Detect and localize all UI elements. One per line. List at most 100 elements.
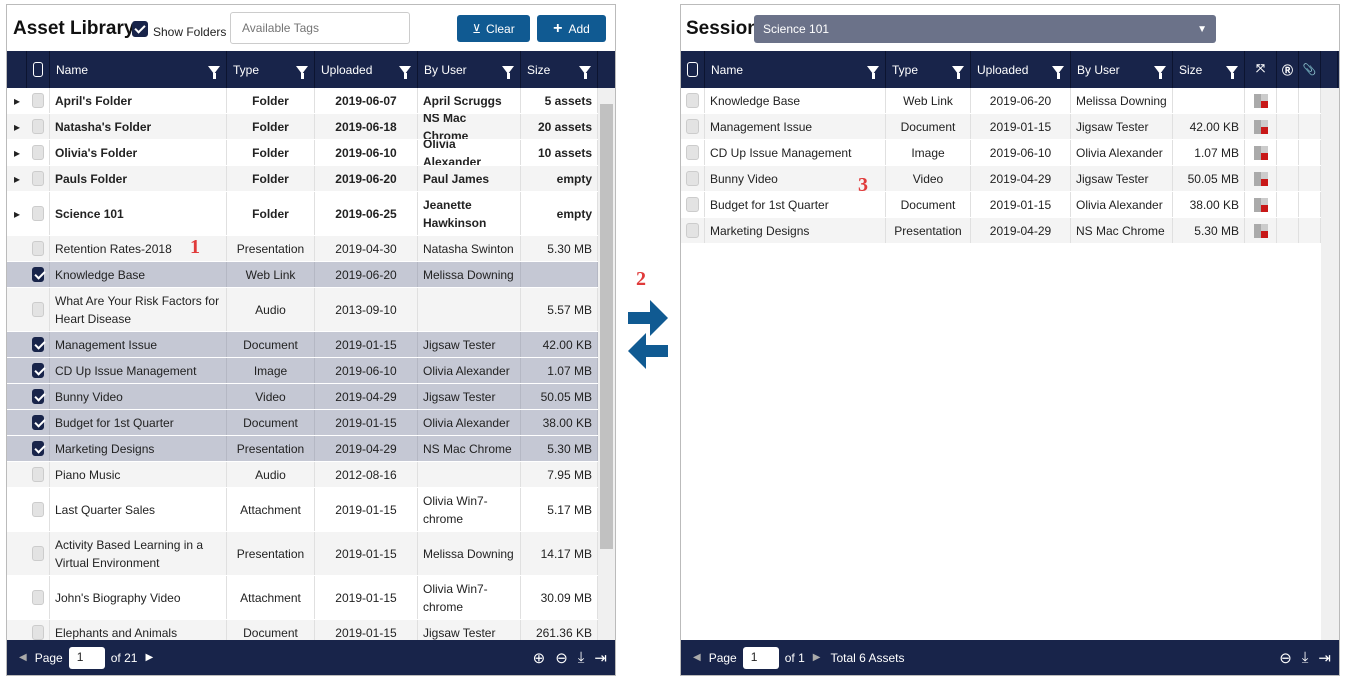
download-icon[interactable]: ⤓: [577, 649, 585, 666]
row-checkbox[interactable]: [686, 93, 699, 108]
row-checkbox[interactable]: [32, 119, 44, 134]
thumbnail-icon[interactable]: [1253, 223, 1268, 238]
asset-row[interactable]: John's Biography Video Attachment 2019-01-…: [7, 576, 598, 620]
column-header-size[interactable]: Size: [1173, 51, 1245, 88]
row-checkbox[interactable]: [32, 337, 44, 352]
column-header-name[interactable]: Name: [705, 51, 886, 88]
asset-row[interactable]: Management Issue Document 2019-01-15 Jigsaw…: [7, 332, 598, 358]
expand-arrow-icon[interactable]: ▸: [13, 171, 21, 186]
column-header-name[interactable]: Name: [50, 51, 227, 88]
session-row[interactable]: CD Up Issue Management Image 2019-06-10 Oli…: [681, 140, 1321, 166]
pad[interactable]: [1321, 51, 1338, 88]
folder-row[interactable]: ▸ Pauls Folder Folder 2019-06-20 Paul James e…: [7, 166, 598, 192]
row-checkbox[interactable]: [32, 441, 44, 456]
next-page-icon[interactable]: ▶: [812, 652, 821, 663]
expand-arrow-icon[interactable]: ▸: [13, 145, 21, 160]
session-dropdown[interactable]: Science 101 ▼: [754, 15, 1216, 43]
column-header-size[interactable]: Size: [521, 51, 598, 88]
row-checkbox[interactable]: [32, 546, 44, 561]
thumbnail-icon[interactable]: [1253, 119, 1268, 134]
filter-icon[interactable]: [296, 65, 308, 79]
select-all-checkbox[interactable]: [687, 62, 698, 77]
session-row[interactable]: Management Issue Document 2019-01-15 Jigsaw…: [681, 114, 1321, 140]
zoom-in-icon[interactable]: ⊕: [532, 649, 546, 667]
column-header-by-user[interactable]: By User: [418, 51, 521, 88]
folder-row[interactable]: ▸ Olivia's Folder Folder 2019-06-10 Olivia A…: [7, 140, 598, 166]
row-checkbox[interactable]: [32, 467, 44, 482]
asset-row[interactable]: Activity Based Learning in a Virtual Env…: [7, 532, 598, 576]
row-checkbox[interactable]: [32, 590, 44, 605]
asset-row[interactable]: Elephants and Animals Document 2019-01-15 J…: [7, 620, 598, 641]
folder-row[interactable]: ▸ Natasha's Folder Folder 2019-06-18 NS Mac …: [7, 114, 598, 140]
filter-icon[interactable]: [1154, 65, 1166, 79]
thumbnail-icon[interactable]: [1253, 145, 1268, 160]
asset-row[interactable]: Last Quarter Sales Attachment 2019-01-15 Ol…: [7, 488, 598, 532]
row-checkbox[interactable]: [32, 171, 44, 186]
column-header-type[interactable]: Type: [886, 51, 971, 88]
expand-arrow-icon[interactable]: ▸: [13, 119, 21, 134]
asset-row[interactable]: Retention Rates-2018 Presentation 2019-04-…: [7, 236, 598, 262]
column-header-type[interactable]: Type: [227, 51, 315, 88]
add-to-session-arrow-icon[interactable]: [628, 300, 668, 336]
export-icon[interactable]: ⇥: [1318, 649, 1331, 667]
row-checkbox[interactable]: [686, 223, 699, 238]
thumbnail-icon[interactable]: [1253, 171, 1268, 186]
next-page-icon[interactable]: ▶: [145, 652, 154, 663]
folder-row[interactable]: ▸ April's Folder Folder 2019-06-07 April Scr…: [7, 88, 598, 114]
row-checkbox[interactable]: [32, 363, 44, 378]
row-checkbox[interactable]: [32, 267, 44, 282]
row-checkbox[interactable]: [32, 302, 44, 317]
asset-row[interactable]: What Are Your Risk Factors for Heart Dis…: [7, 288, 598, 332]
thumbnail-icon[interactable]: [1253, 93, 1268, 108]
page-input[interactable]: 1: [742, 646, 779, 669]
session-row[interactable]: Budget for 1st Quarter Document 2019-01-15…: [681, 192, 1321, 218]
session-row[interactable]: Knowledge Base Web Link 2019-06-20 Melissa …: [681, 88, 1321, 114]
filter-icon[interactable]: [399, 65, 411, 79]
expand-arrow-icon[interactable]: ▸: [13, 93, 21, 108]
thumbnail-icon[interactable]: [1253, 197, 1268, 212]
row-checkbox[interactable]: [686, 119, 699, 134]
asset-row[interactable]: Budget for 1st Quarter Document 2019-01-15…: [7, 410, 598, 436]
asset-row[interactable]: Piano Music Audio 2012-08-16 7.95 MB: [7, 462, 598, 488]
library-scrollbar[interactable]: [598, 88, 615, 641]
column-header-by-user[interactable]: By User: [1071, 51, 1173, 88]
page-input[interactable]: 1: [68, 646, 105, 669]
filter-icon[interactable]: [952, 65, 964, 79]
row-checkbox[interactable]: [32, 625, 44, 640]
show-folders-checkbox[interactable]: [132, 21, 148, 37]
row-checkbox[interactable]: [32, 93, 44, 108]
prev-page-icon[interactable]: ◀: [19, 652, 27, 663]
prev-page-icon[interactable]: ◀: [693, 652, 701, 663]
row-checkbox[interactable]: [32, 502, 44, 517]
filter-icon[interactable]: [867, 65, 879, 79]
filter-icon[interactable]: [1226, 65, 1238, 79]
available-tags-input[interactable]: [230, 12, 410, 44]
remove-from-session-arrow-icon[interactable]: [628, 333, 668, 369]
row-checkbox[interactable]: [32, 389, 44, 404]
export-icon[interactable]: ⇥: [594, 649, 607, 667]
scroll-thumb[interactable]: [600, 104, 613, 549]
row-checkbox[interactable]: [686, 171, 699, 186]
row-checkbox[interactable]: [32, 206, 44, 221]
asset-row[interactable]: Marketing Designs Presentation 2019-04-29 N…: [7, 436, 598, 462]
asset-row[interactable]: Knowledge Base Web Link 2019-06-20 Melissa …: [7, 262, 598, 288]
row-checkbox[interactable]: [686, 197, 699, 212]
asset-row[interactable]: CD Up Issue Management Image 2019-06-10 Oli…: [7, 358, 598, 384]
filter-icon[interactable]: [1052, 65, 1064, 79]
expand-arrow-icon[interactable]: ▸: [13, 206, 21, 221]
session-row[interactable]: Marketing Designs Presentation 2019-04-29 N…: [681, 218, 1321, 244]
clear-button[interactable]: ⊻ Clear: [457, 15, 530, 42]
select-all-checkbox[interactable]: [33, 62, 43, 77]
download-icon[interactable]: ⤓: [1301, 649, 1309, 666]
row-checkbox[interactable]: [32, 145, 44, 160]
zoom-out-icon[interactable]: ⊖: [1279, 649, 1292, 667]
add-button[interactable]: + Add: [537, 15, 606, 42]
r-icon[interactable]: Ⓡ: [1277, 51, 1299, 88]
filter-icon[interactable]: [208, 65, 220, 79]
filter-icon[interactable]: [502, 65, 514, 79]
filter-icon[interactable]: [579, 65, 591, 79]
folder-row[interactable]: ▸ Science 101 Folder 2019-06-25 Jeanette Haw…: [7, 192, 598, 236]
row-checkbox[interactable]: [686, 145, 699, 160]
row-checkbox[interactable]: [32, 415, 44, 430]
row-checkbox[interactable]: [32, 241, 44, 256]
